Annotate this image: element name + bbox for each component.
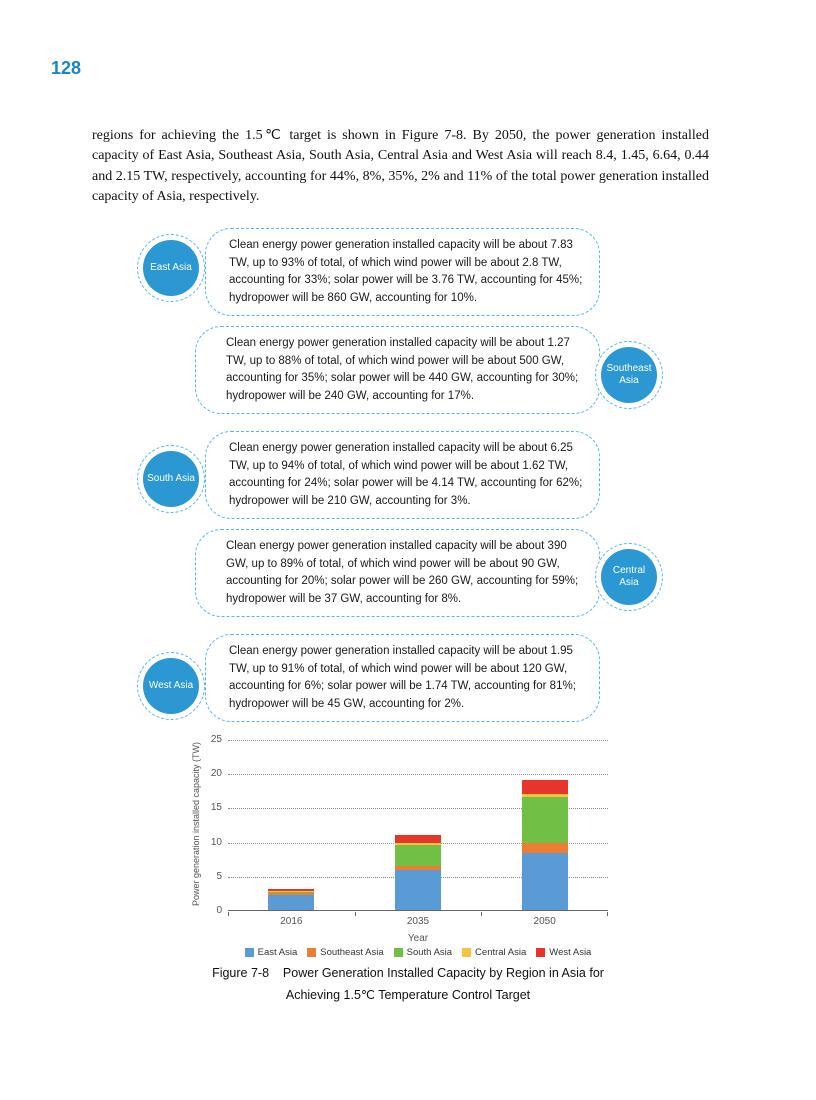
callout-text: Clean energy power generation installed … bbox=[229, 442, 583, 507]
gridline bbox=[228, 808, 608, 810]
plot-area: 0 5 10 15 20 25 2016 2035 2050 bbox=[211, 734, 608, 927]
legend-label: West Asia bbox=[549, 947, 592, 958]
legend-item: Southeast Asia bbox=[307, 947, 384, 958]
x-axis-label: Year bbox=[407, 933, 429, 944]
bar-segment-west-asia bbox=[395, 835, 441, 843]
bar-segment-south-asia bbox=[521, 797, 568, 843]
x-tick-label: 2035 bbox=[406, 916, 430, 927]
legend-swatch bbox=[462, 948, 472, 957]
x-tick-label: 2016 bbox=[280, 916, 303, 927]
callout-text: Clean energy power generation installed … bbox=[229, 239, 583, 304]
x-axis-tick bbox=[481, 912, 483, 916]
bar-segment-east-asia bbox=[268, 894, 315, 910]
bar-segment-east-asia bbox=[395, 870, 441, 910]
bar-segment-south-asia bbox=[395, 845, 441, 866]
x-axis-tick bbox=[354, 912, 356, 916]
y-tick-label: 5 bbox=[216, 870, 222, 882]
legend-item: Central Asia bbox=[462, 947, 526, 958]
bar-segment-central-asia bbox=[268, 890, 315, 892]
legend-label: East Asia bbox=[257, 947, 298, 958]
legend-label: South Asia bbox=[406, 947, 453, 958]
legend-item: South Asia bbox=[393, 947, 453, 958]
bar-segment-southeast-asia bbox=[395, 865, 441, 871]
y-tick-label: 15 bbox=[210, 802, 222, 814]
legend-swatch bbox=[536, 948, 546, 957]
callout-bubble: Clean energy power generation installed … bbox=[205, 431, 600, 519]
gridline bbox=[228, 740, 608, 741]
region-circle: East Asia bbox=[137, 234, 205, 302]
callout-bubble: Clean energy power generation installed … bbox=[205, 228, 600, 316]
x-tick-label: 2050 bbox=[533, 916, 556, 927]
bar-segment-west-asia bbox=[521, 779, 568, 795]
bar-segment-south-asia bbox=[268, 891, 315, 894]
region-circle-label: West Asia bbox=[143, 658, 199, 714]
region-circle-label: Southeast Asia bbox=[601, 347, 657, 403]
callout-text: Clean energy power generation installed … bbox=[226, 337, 579, 402]
legend-item: East Asia bbox=[244, 947, 298, 958]
legend-label: Southeast Asia bbox=[320, 947, 384, 958]
callout-bubble: Clean energy power generation installed … bbox=[195, 529, 600, 617]
bar-segment-west-asia bbox=[268, 889, 315, 891]
bar-segment-central-asia bbox=[395, 842, 441, 846]
bar-segment-southeast-asia bbox=[521, 842, 568, 853]
region-circle: South Asia bbox=[137, 445, 205, 513]
x-axis-tick bbox=[228, 912, 229, 916]
y-tick-label: 20 bbox=[210, 768, 222, 780]
legend-swatch bbox=[393, 948, 403, 957]
gridline bbox=[228, 774, 608, 776]
intro-paragraph: regions for achieving the 1.5℃ target is… bbox=[92, 128, 709, 205]
chart-legend: East Asia Southeast Asia South Asia Central… bbox=[188, 947, 648, 958]
callout-text: Clean energy power generation installed … bbox=[226, 540, 579, 605]
bar-segment-east-asia bbox=[521, 852, 568, 910]
callout-bubble: Clean energy power generation installed … bbox=[205, 634, 600, 722]
region-circle-label: South Asia bbox=[143, 451, 199, 507]
legend-label: Central Asia bbox=[475, 947, 527, 958]
bar-segment-southeast-asia bbox=[268, 893, 315, 895]
region-circle-label: East Asia bbox=[143, 240, 199, 296]
legend-item: West Asia bbox=[536, 947, 591, 958]
y-tick-label: 0 bbox=[216, 905, 222, 916]
region-circle: Southeast Asia bbox=[595, 341, 663, 409]
region-circle-label: Central Asia bbox=[601, 549, 657, 605]
legend-swatch bbox=[307, 948, 317, 957]
region-circle: West Asia bbox=[137, 652, 205, 720]
region-circle: Central Asia bbox=[595, 543, 663, 611]
figure-caption-line2: Achieving 1.5℃ Temperature Control Targe… bbox=[285, 988, 531, 1002]
legend-swatch bbox=[244, 948, 254, 957]
y-tick-label: 25 bbox=[210, 734, 222, 745]
callout-text: Clean energy power generation installed … bbox=[229, 645, 576, 710]
y-tick-label: 10 bbox=[210, 836, 222, 848]
y-axis-label: Power generation installed capacity (TW) bbox=[191, 741, 201, 907]
callout-bubble: Clean energy power generation installed … bbox=[195, 326, 600, 414]
page-number: 128 bbox=[51, 58, 82, 78]
bar-segment-central-asia bbox=[521, 794, 568, 798]
figure-caption-line1: Figure 7-8 Power Generation Installed Ca… bbox=[212, 966, 604, 980]
x-axis-tick bbox=[607, 912, 608, 916]
